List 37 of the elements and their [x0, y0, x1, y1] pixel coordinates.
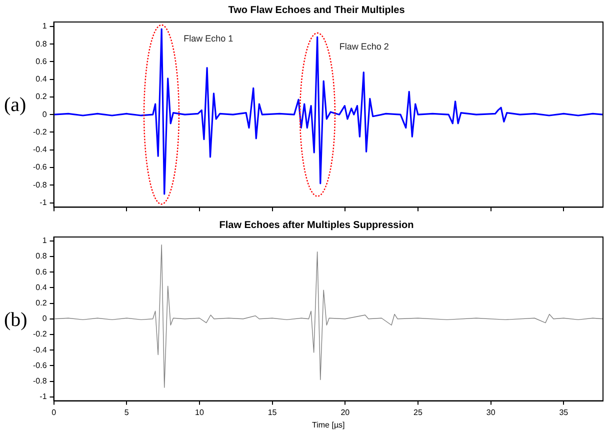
y-tick-label: -1 — [40, 198, 48, 207]
y-tick-label: -0.8 — [32, 376, 48, 386]
x-tick-label: 15 — [268, 408, 278, 417]
y-tick-label: 0.2 — [36, 92, 48, 102]
y-tick-label: 0.4 — [36, 282, 48, 292]
x-tick-label: 25 — [414, 408, 423, 417]
y-tick-label: -0.2 — [32, 127, 48, 136]
y-tick-label: 0 — [42, 314, 48, 324]
y-tick-label: 0.6 — [36, 267, 48, 276]
x-tick-label: 20 — [340, 408, 350, 417]
annotation: Flaw Echo 1 — [184, 34, 234, 44]
x-tick-label: 5 — [124, 408, 130, 417]
y-tick-label: 0.8 — [36, 252, 48, 261]
y-tick-label: -0.4 — [32, 345, 48, 354]
y-tick-label: -1 — [40, 392, 48, 402]
y-tick-label: 1 — [42, 236, 48, 246]
text: (b) — [4, 308, 28, 332]
y-tick-label: -0.6 — [32, 162, 48, 172]
y-tick-label: 0.8 — [36, 39, 48, 48]
x-tick-label: 0 — [52, 408, 57, 417]
x-tick-label: 35 — [559, 408, 569, 417]
x-tick-label: 10 — [195, 408, 204, 417]
y-tick-label: 0 — [42, 110, 48, 119]
y-tick-label: -0.4 — [32, 145, 48, 154]
chart-title: Flaw Echoes after Multiples Suppression — [219, 220, 414, 231]
y-tick-label: -0.8 — [32, 180, 48, 190]
y-tick-label: -0.2 — [32, 330, 48, 339]
y-tick-label: 0.2 — [36, 298, 48, 308]
y-tick-label: 0.4 — [36, 74, 48, 84]
y-tick-label: 0.6 — [36, 56, 48, 66]
x-tick-label: 30 — [486, 408, 496, 417]
annotation: Flaw Echo 2 — [339, 41, 389, 52]
chart-title: Two Flaw Echoes and Their Multiples — [228, 4, 406, 16]
y-tick-label: -0.6 — [32, 360, 48, 370]
text: (a) — [4, 94, 26, 116]
y-tick-label: 1 — [42, 22, 48, 31]
x-axis-title: Time [µs] — [312, 420, 345, 430]
